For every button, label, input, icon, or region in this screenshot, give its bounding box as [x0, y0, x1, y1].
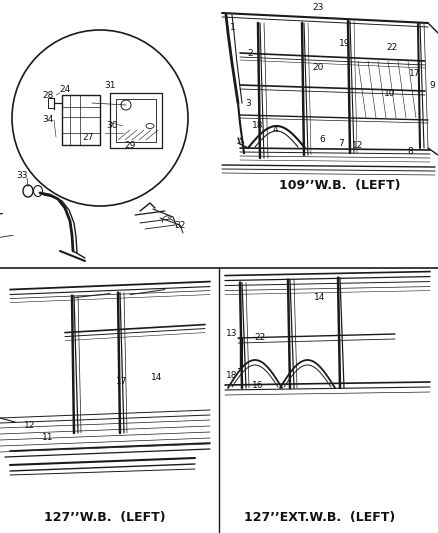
Text: 20: 20	[312, 63, 324, 72]
Text: 32: 32	[174, 221, 186, 230]
Text: 33: 33	[16, 171, 28, 180]
Text: 34: 34	[42, 116, 54, 125]
Text: 18: 18	[226, 370, 238, 379]
Text: 28: 28	[42, 92, 54, 101]
Text: 109’’W.B.  (LEFT): 109’’W.B. (LEFT)	[279, 179, 401, 191]
Text: 16: 16	[252, 381, 264, 390]
Text: 17: 17	[409, 69, 421, 77]
Bar	[48, 98, 54, 108]
Text: 23: 23	[312, 4, 324, 12]
Bar	[62, 95, 100, 145]
Text: 12: 12	[25, 422, 35, 431]
Text: 17: 17	[116, 376, 128, 385]
Text: 12: 12	[352, 141, 364, 150]
Text: 27: 27	[82, 133, 94, 142]
Text: 4: 4	[272, 125, 278, 134]
Text: 3: 3	[245, 99, 251, 108]
Text: 24: 24	[60, 85, 71, 94]
Text: 31: 31	[104, 82, 116, 91]
Text: 11: 11	[42, 433, 54, 442]
Text: 1: 1	[230, 23, 236, 33]
Text: 29: 29	[124, 141, 136, 150]
Text: 14: 14	[314, 293, 326, 302]
Text: 2: 2	[247, 49, 253, 58]
Text: 19: 19	[339, 38, 351, 47]
Text: 22: 22	[386, 44, 398, 52]
Text: 6: 6	[319, 134, 325, 143]
Text: 14: 14	[151, 374, 162, 383]
Text: 8: 8	[407, 147, 413, 156]
Text: 18: 18	[252, 120, 264, 130]
Text: 30: 30	[106, 122, 118, 131]
Text: 7: 7	[338, 139, 344, 148]
Text: 10: 10	[384, 88, 396, 98]
Text: 13: 13	[226, 328, 238, 337]
Text: 22: 22	[254, 334, 265, 343]
Text: 127’’EXT.W.B.  (LEFT): 127’’EXT.W.B. (LEFT)	[244, 512, 396, 524]
Text: 9: 9	[429, 80, 435, 90]
Text: 127’’W.B.  (LEFT): 127’’W.B. (LEFT)	[44, 512, 166, 524]
